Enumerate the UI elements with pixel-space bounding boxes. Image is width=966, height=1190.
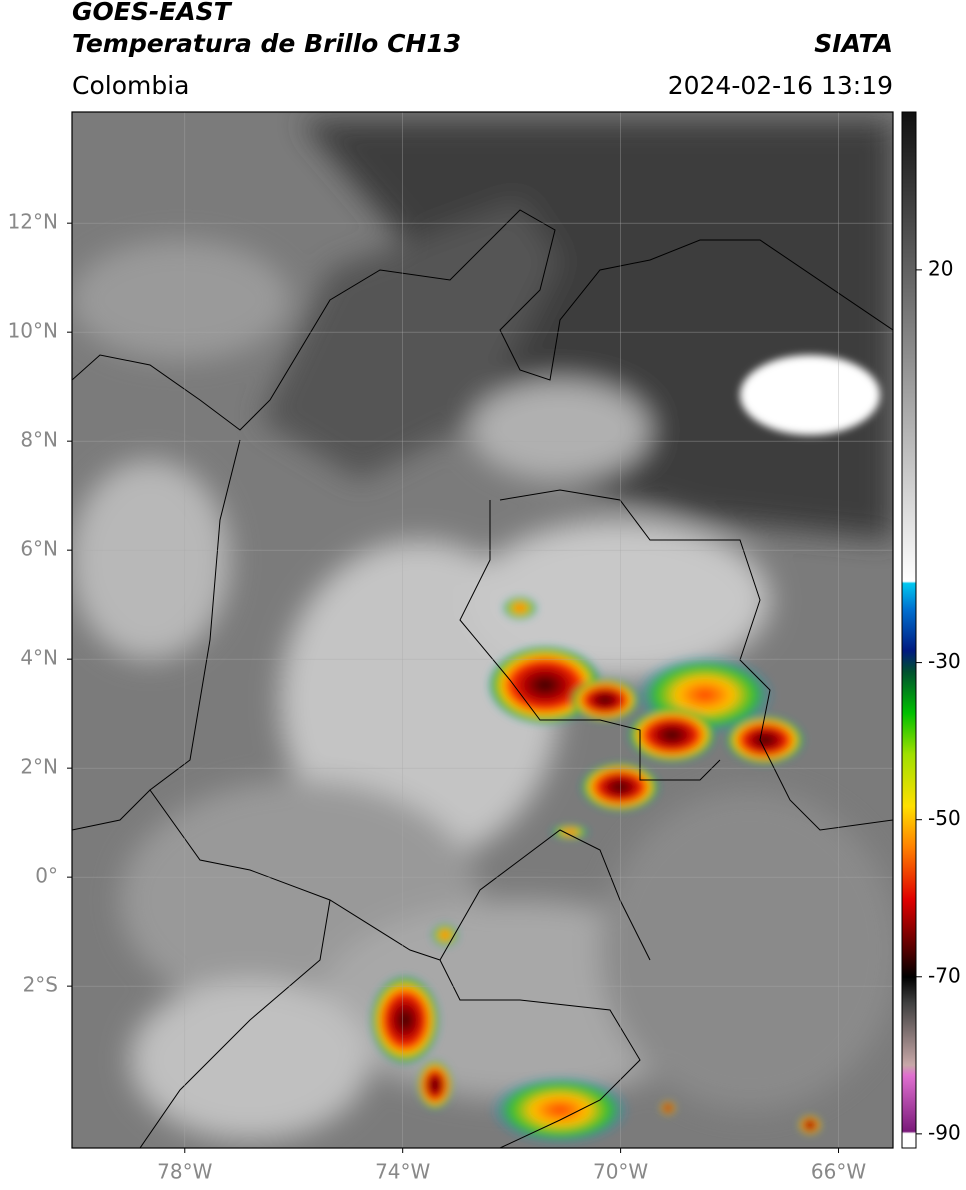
source: SIATA	[814, 29, 893, 58]
map-frame	[71, 111, 894, 1149]
y-tick-label: 2°S	[23, 973, 58, 997]
region: Colombia	[72, 71, 189, 100]
colorbar-tick-label: -50	[928, 806, 961, 830]
y-tick-label: 8°N	[20, 428, 58, 452]
title: GOES-EAST	[72, 0, 233, 26]
x-tick-label: 74°W	[375, 1160, 430, 1184]
y-tick-label: 0°	[35, 864, 58, 888]
datetime: 2024-02-16 13:19	[668, 71, 893, 100]
y-tick-label: 12°N	[8, 210, 58, 234]
subtitle: Temperatura de Brillo CH13	[72, 29, 461, 58]
y-tick-label: 4°N	[20, 646, 58, 670]
y-tick-label: 6°N	[20, 537, 58, 561]
x-tick-label: 78°W	[157, 1160, 212, 1184]
colorbar-tick-label: -90	[928, 1120, 961, 1144]
y-tick-label: 2°N	[20, 755, 58, 779]
colorbar-tick-label: 20	[928, 256, 953, 280]
colorbar-tick-label: -30	[928, 649, 961, 673]
colorbar-tick-label: -70	[928, 963, 961, 987]
x-tick-label: 70°W	[593, 1160, 648, 1184]
graticule	[72, 112, 893, 1148]
y-tick-label: 10°N	[8, 319, 58, 343]
x-tick-label: 66°W	[811, 1160, 866, 1184]
colorbar	[901, 111, 917, 1149]
satellite-image	[72, 112, 893, 1148]
